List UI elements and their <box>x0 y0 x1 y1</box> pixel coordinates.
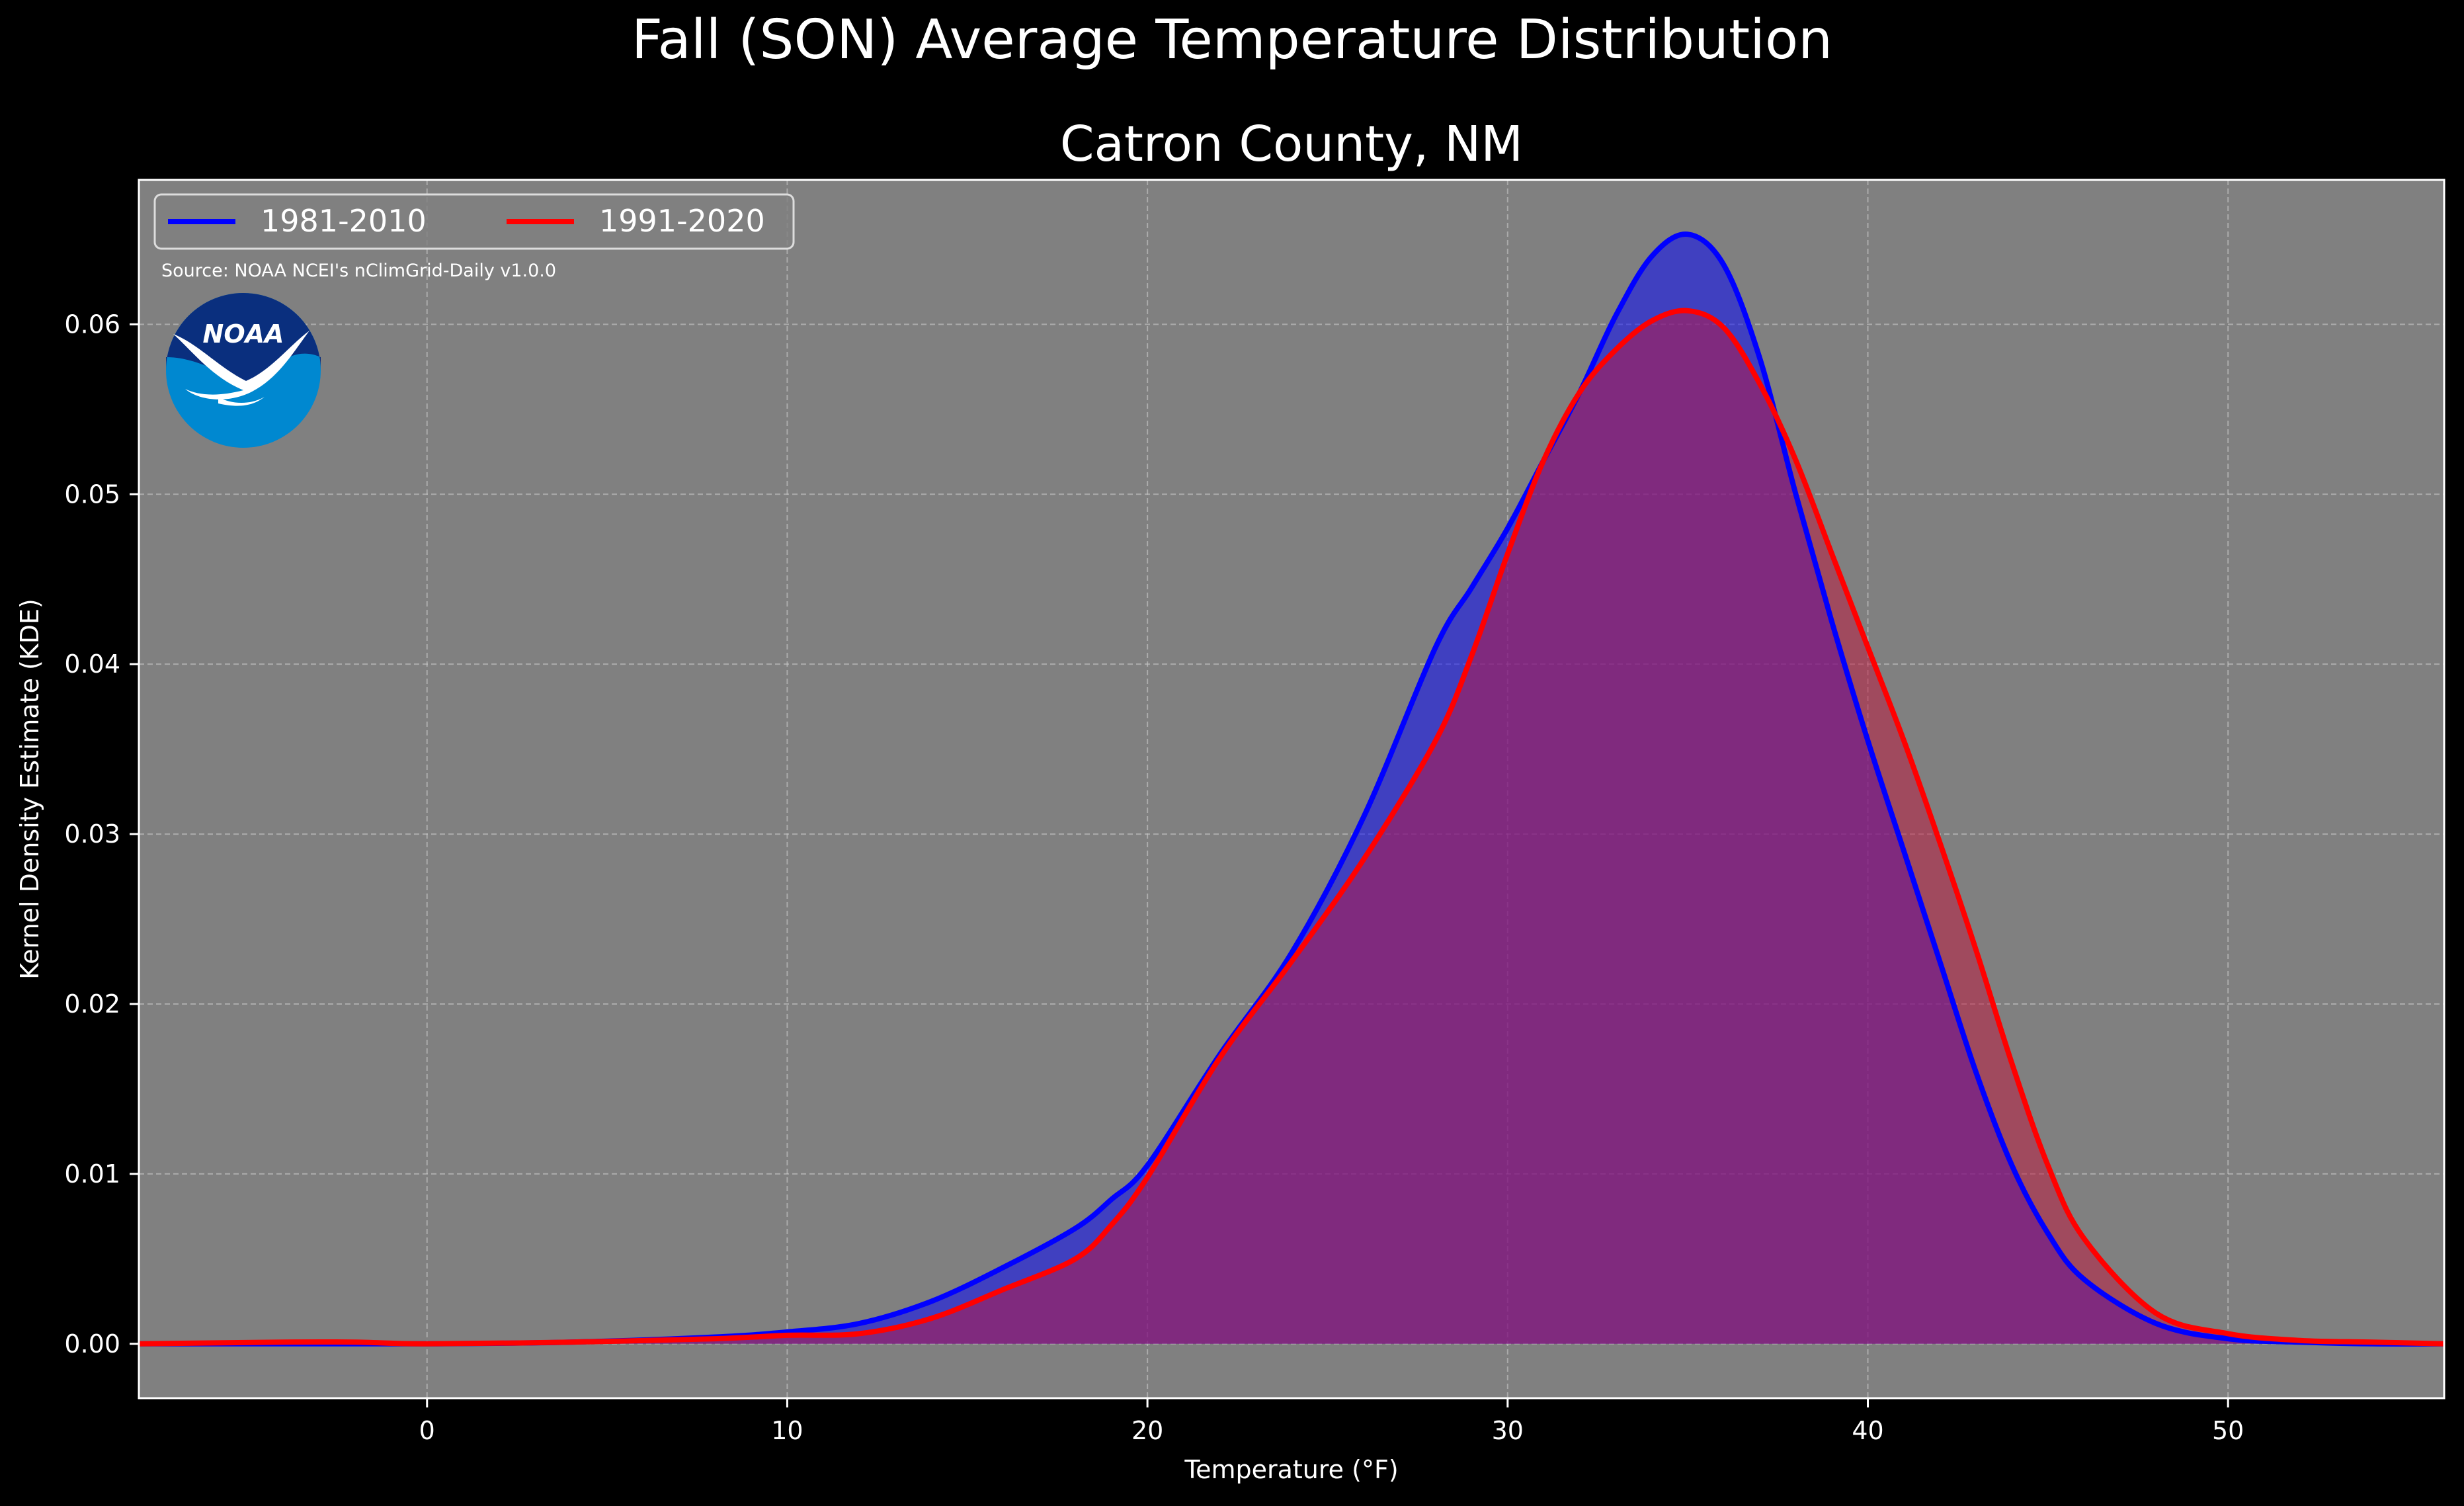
y-tick-label: 0.05 <box>64 480 120 509</box>
y-tick-label: 0.06 <box>64 310 120 339</box>
legend-label-1981-2010: 1981-2010 <box>261 203 427 239</box>
y-axis-ticks: 0.00 0.01 0.02 0.03 0.04 0.05 0.06 <box>64 310 139 1359</box>
plot-frame <box>138 179 2445 1400</box>
legend-label-1991-2020: 1991-2020 <box>599 203 765 239</box>
x-tick-label: 10 <box>771 1416 803 1445</box>
x-tick-label: 30 <box>1492 1416 1524 1445</box>
x-tick-label: 0 <box>419 1416 435 1445</box>
noaa-logo-text: NOAA <box>203 319 284 349</box>
legend: 1981-2010 1991-2020 <box>153 193 795 250</box>
legend-box <box>153 193 795 250</box>
y-tick-label: 0.02 <box>64 989 120 1019</box>
chart-title: Fall (SON) Average Temperature Distribut… <box>632 9 1832 71</box>
series-fill-1991-2020 <box>139 310 2444 1344</box>
series-layer <box>139 231 2444 1347</box>
y-tick-label: 0.00 <box>64 1329 120 1359</box>
x-axis-ticks: 0 10 20 30 40 50 <box>419 1398 2244 1445</box>
y-axis-label: Kernel Density Estimate (KDE) <box>15 599 44 980</box>
noaa-logo: NOAA <box>166 293 321 448</box>
y-tick-label: 0.01 <box>64 1159 120 1189</box>
chart-subtitle: Catron County, NM <box>1060 116 1523 173</box>
x-axis-label: Temperature (°F) <box>1184 1455 1398 1484</box>
source-note: Source: NOAA NCEI's nClimGrid-Daily v1.0… <box>161 261 556 281</box>
y-tick-label: 0.04 <box>64 649 120 679</box>
x-tick-label: 50 <box>2212 1416 2244 1445</box>
y-tick-label: 0.03 <box>64 819 120 849</box>
x-tick-label: 20 <box>1131 1416 1163 1445</box>
series-line-1991-2020 <box>139 308 2444 1347</box>
x-tick-label: 40 <box>1852 1416 1883 1445</box>
